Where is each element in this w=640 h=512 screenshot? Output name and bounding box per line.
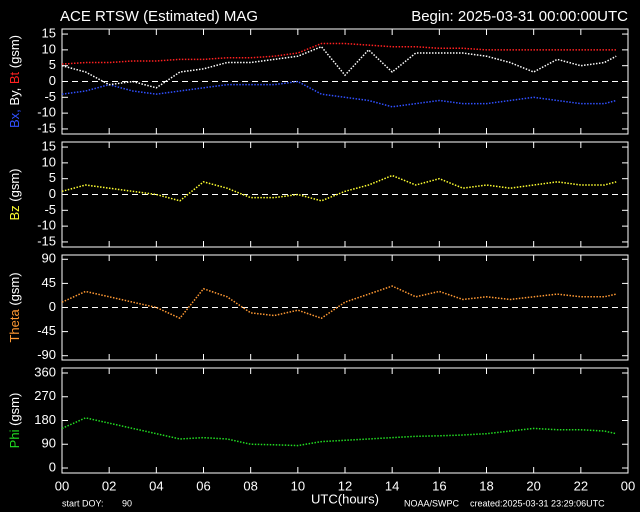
data-trace [61, 285, 617, 320]
x-tick-label: 10 [291, 478, 305, 493]
x-tick-label: 14 [385, 478, 399, 493]
y-tick-label: 5 [49, 170, 56, 185]
y-tick-label: -15 [37, 120, 56, 135]
x-tick-label: 20 [526, 478, 540, 493]
x-tick-label: 22 [574, 478, 588, 493]
x-tick-label: 08 [243, 478, 257, 493]
y-tick-label: 90 [42, 436, 56, 451]
y-tick-label: 15 [42, 25, 56, 40]
legend-entry: By, [7, 88, 22, 106]
y-tick-label: 5 [49, 57, 56, 72]
y-tick-label: -45 [37, 323, 56, 338]
data-trace [61, 42, 617, 65]
panel-frame [61, 367, 629, 474]
y-axis-unit: (gsm) [7, 35, 22, 68]
source: NOAA/SWPC [404, 498, 460, 508]
y-tick-label: 270 [34, 388, 56, 403]
y-axis-unit: (gsm) [7, 168, 22, 201]
y-tick-label: 10 [42, 154, 56, 169]
y-tick-label: -10 [37, 218, 56, 233]
y-tick-label: 10 [42, 41, 56, 56]
y-tick-label: 0 [49, 459, 56, 474]
data-trace [61, 45, 617, 89]
y-axis-label: Phi (gsm) [7, 393, 22, 449]
y-axis-label: Theta (gsm) [7, 272, 22, 342]
y-tick-label: 360 [34, 364, 56, 379]
chart-title: ACE RTSW (Estimated) MAG [60, 8, 258, 25]
y-tick-label: 180 [34, 412, 56, 427]
x-tick-label: 12 [338, 478, 352, 493]
y-tick-label: 0 [49, 186, 56, 201]
start-doy: 90 [122, 498, 132, 508]
begin-time: Begin: 2025-03-31 00:00:00UTC [411, 8, 628, 25]
y-tick-label: -15 [37, 233, 56, 248]
y-tick-label: 15 [42, 138, 56, 153]
y-axis-label: Bx, By, Bt (gsm) [7, 35, 22, 128]
x-tick-label: 02 [102, 478, 116, 493]
legend-entry: Phi [7, 429, 22, 448]
y-axis-label: Bz (gsm) [7, 168, 22, 220]
start-label: start DOY: [62, 498, 104, 508]
x-tick-label: 16 [432, 478, 446, 493]
legend-entry: Bt [7, 71, 22, 84]
y-tick-label: -5 [44, 89, 56, 104]
data-trace [61, 417, 617, 447]
y-tick-label: 0 [49, 73, 56, 88]
x-tick-label: 04 [149, 478, 163, 493]
x-tick-label: 00 [55, 478, 69, 493]
y-tick-label: -5 [44, 202, 56, 217]
legend-entry: Theta [7, 309, 22, 343]
y-tick-label: -90 [37, 347, 56, 362]
legend-entry: Bz [7, 205, 22, 220]
created: created:2025-03-31 23:29:06UTC [470, 498, 605, 508]
y-axis-unit: (gsm) [7, 272, 22, 305]
y-tick-label: 0 [49, 299, 56, 314]
legend-entry: Bx, [7, 109, 22, 128]
x-axis-label: UTC(hours) [311, 491, 379, 506]
data-trace [61, 80, 617, 108]
data-trace [61, 174, 617, 202]
y-tick-label: -10 [37, 105, 56, 120]
x-tick-label: 18 [479, 478, 493, 493]
y-axis-unit: (gsm) [7, 393, 22, 426]
y-tick-label: 90 [42, 251, 56, 266]
y-tick-label: 45 [42, 275, 56, 290]
x-tick-label: 00 [621, 478, 635, 493]
x-tick-label: 06 [196, 478, 210, 493]
